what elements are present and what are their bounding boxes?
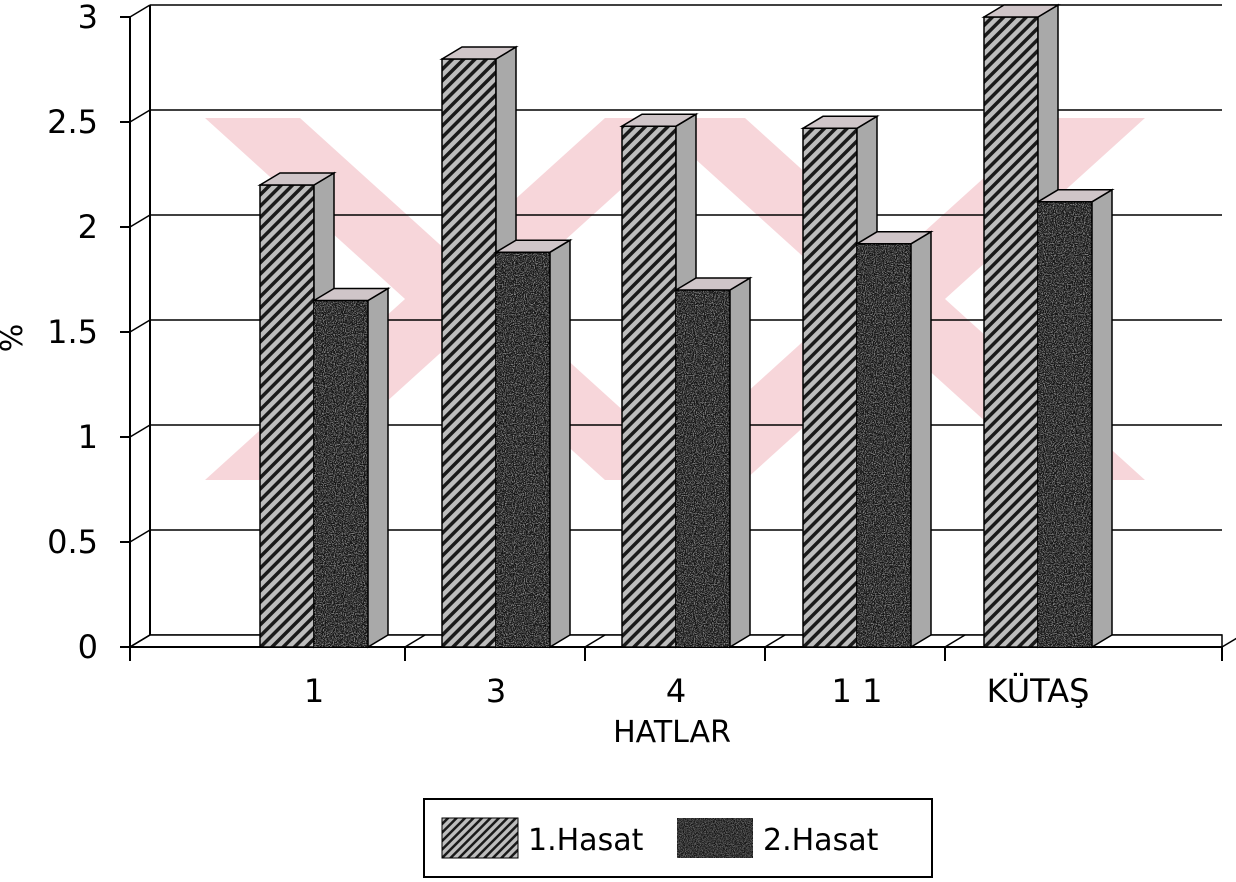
bar-top-face: [800, 115, 880, 130]
y-tick-connector: [129, 214, 151, 228]
bar-top-face: [981, 4, 1061, 18]
x-tick-label: 3: [486, 672, 506, 710]
y-axis-label: %: [0, 324, 30, 353]
bar-side-face: [367, 287, 389, 649]
bar-top-face: [619, 113, 699, 127]
bar-top-face: [673, 277, 753, 291]
floor-divider: [584, 634, 606, 648]
floor-divider: [129, 634, 151, 648]
y-tick-connector: [129, 529, 151, 543]
x-axis-label: HATLAR: [613, 715, 731, 750]
y-tick-label: 2: [78, 208, 98, 246]
floor-divider: [1221, 637, 1236, 648]
legend-label-series-2: 2.Hasat: [763, 823, 879, 858]
bar-series-2: [313, 299, 369, 648]
legend: 1.Hasat 2.Hasat: [423, 798, 933, 878]
bar-series-1: [259, 184, 315, 648]
y-tick-label: 1: [78, 418, 98, 456]
bar-side-face: [729, 276, 751, 649]
bar-series-1: [621, 125, 677, 648]
chart-labels: % HATLAR 0 0.5 1 1.5 2 2.5 3 1 3 4 1 1 KÜTAŞ: [0, 0, 1089, 750]
floor-divider: [764, 634, 786, 648]
floor-divider: [944, 634, 966, 648]
bar-top-face: [854, 231, 934, 245]
y-tick-connector: [129, 4, 151, 18]
bar-series-2: [495, 251, 551, 648]
bar-series-1: [802, 127, 858, 648]
bar-side-face: [1091, 188, 1113, 649]
x-tick-label: 1 1: [832, 672, 883, 710]
x-tick-label: 1: [304, 672, 324, 710]
bar-series-2: [1037, 201, 1093, 648]
legend-label-series-1: 1.Hasat: [528, 823, 644, 858]
floor-divider: [404, 634, 426, 648]
y-tick-label: 3: [78, 0, 98, 36]
y-tick-connector: [129, 109, 151, 123]
y-tick-label: 2.5: [47, 103, 98, 141]
bar-top-face: [311, 287, 391, 302]
y-tick-label: 0: [78, 628, 98, 666]
bar-series-2: [856, 243, 912, 648]
bar-top-face: [439, 46, 519, 60]
legend-swatch-series-1: [441, 817, 519, 859]
x-tick-label: KÜTAŞ: [987, 672, 1090, 710]
legend-swatch-series-2: [676, 817, 754, 859]
bar-top-face: [493, 239, 573, 253]
bar-side-face: [549, 238, 571, 649]
y-tick-connector: [129, 424, 151, 438]
y-tick-connector: [129, 319, 151, 333]
y-tick-label: 0.5: [47, 523, 98, 561]
y-tick-label: 1.5: [47, 313, 98, 351]
chart-bars: [257, 3, 1115, 649]
bar-series-1: [441, 58, 497, 648]
bar-side-face: [910, 230, 932, 649]
x-tick-label: 4: [666, 672, 686, 710]
bar-series-1: [983, 16, 1039, 648]
bar-top-face: [257, 172, 337, 186]
bar-top-face: [1035, 189, 1115, 203]
bar-series-2: [675, 289, 731, 648]
